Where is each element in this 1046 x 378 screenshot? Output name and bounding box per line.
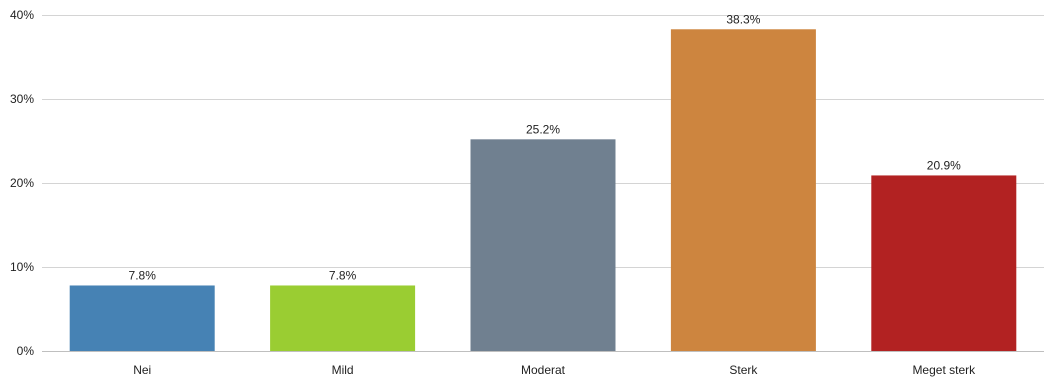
- x-category-label: Moderat: [521, 363, 566, 377]
- y-axis-ticks: 0% 10% 20% 30% 40%: [10, 8, 34, 358]
- data-label: 7.8%: [129, 268, 157, 282]
- bar: [470, 139, 616, 351]
- y-tick-label: 0%: [17, 344, 35, 358]
- y-tick-label: 10%: [10, 260, 34, 274]
- bar: [670, 29, 816, 352]
- data-label: 7.8%: [329, 268, 357, 282]
- x-category-label: Mild: [332, 363, 354, 377]
- x-axis-categories: Nei Mild Moderat Sterk Meget sterk: [133, 363, 976, 377]
- data-label: 20.9%: [927, 158, 961, 172]
- bar: [69, 285, 215, 351]
- x-category-label: Sterk: [729, 363, 758, 377]
- data-labels: 7.8% 7.8% 25.2% 38.3% 20.9%: [129, 12, 962, 282]
- bars: [69, 29, 1017, 352]
- x-category-label: Meget sterk: [912, 363, 976, 377]
- x-category-label: Nei: [133, 363, 151, 377]
- bar: [871, 175, 1017, 351]
- y-tick-label: 30%: [10, 92, 34, 106]
- y-tick-label: 20%: [10, 176, 34, 190]
- bar: [270, 285, 416, 351]
- data-label: 25.2%: [526, 122, 560, 136]
- data-label: 38.3%: [726, 12, 760, 26]
- y-tick-label: 40%: [10, 8, 34, 22]
